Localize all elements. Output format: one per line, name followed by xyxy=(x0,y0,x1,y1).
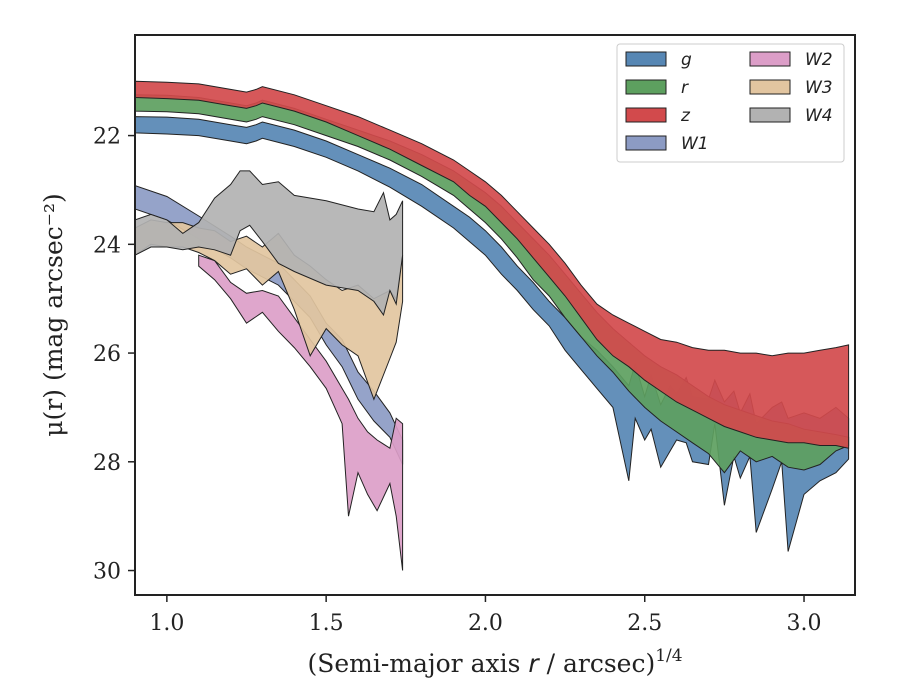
legend-swatch-w3 xyxy=(749,79,791,95)
y-tick-label: 30 xyxy=(93,560,121,585)
profile-bands xyxy=(135,80,850,571)
y-axis-ticks: 22 24 26 28 30 xyxy=(93,125,135,585)
plot-frame xyxy=(134,34,856,596)
band-g xyxy=(135,116,850,552)
y-tick-label: 28 xyxy=(93,451,121,476)
y-tick-label: 26 xyxy=(93,342,121,367)
legend-swatch-g xyxy=(625,51,667,67)
x-axis-ticks: 1.0 1.5 2.0 2.5 3.0 xyxy=(149,595,822,636)
legend-label-w4: W4 xyxy=(805,106,833,126)
y-tick-label: 22 xyxy=(93,125,121,150)
legend-label-z: z xyxy=(680,106,691,126)
legend-label-r: r xyxy=(681,78,689,98)
x-tick-label: 1.5 xyxy=(309,611,344,636)
legend: grz W1 W2 W3 W4 xyxy=(616,43,845,163)
y-axis-label: μ(r) (mag arcsec⁻²) xyxy=(39,193,68,436)
x-axis-label: (Semi-major axis r / arcsec)1/4 xyxy=(307,646,682,678)
band-z xyxy=(135,80,850,449)
legend-box xyxy=(616,43,845,163)
legend-label-w3: W3 xyxy=(805,78,833,98)
legend-label-w1: W1 xyxy=(681,134,709,154)
legend-swatch-w2 xyxy=(749,51,791,67)
x-tick-label: 2.0 xyxy=(468,611,503,636)
legend-label-g: g xyxy=(681,50,692,70)
legend-swatch-z xyxy=(625,107,667,123)
y-tick-label: 24 xyxy=(93,233,121,258)
legend-label-w2: W2 xyxy=(805,50,833,70)
legend-swatch-r xyxy=(625,79,667,95)
x-tick-label: 1.0 xyxy=(149,611,184,636)
band-w2 xyxy=(198,254,404,571)
legend-swatch-w1 xyxy=(625,135,667,151)
legend-swatch-w4 xyxy=(749,107,791,123)
band-w4 xyxy=(135,170,404,317)
x-tick-label: 2.5 xyxy=(627,611,662,636)
x-tick-label: 3.0 xyxy=(787,611,822,636)
